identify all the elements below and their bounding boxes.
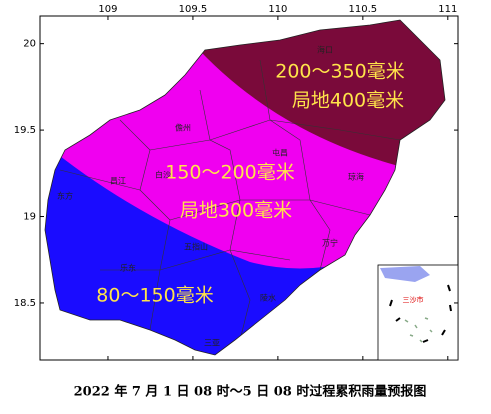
city-label: 昌江	[110, 177, 126, 186]
coastline	[44, 19, 446, 356]
city-label: 海口	[317, 45, 333, 55]
x-tick-label: 111	[438, 4, 457, 15]
x-tick-label: 109.5	[179, 4, 208, 15]
zone-local: 局地400毫米	[292, 90, 404, 112]
inset-frame	[377, 264, 459, 361]
y-tick-label: 20	[23, 39, 36, 50]
y-tick-label: 19.5	[14, 125, 36, 136]
city-label: 儋州	[175, 123, 191, 133]
city-label: 万宁	[322, 238, 338, 248]
zone-dark	[190, 20, 445, 165]
city-label: 屯昌	[272, 148, 288, 158]
inset: 三沙市	[377, 264, 459, 361]
city-label: 五指山	[184, 242, 208, 252]
zone-range: 150～200毫米	[165, 162, 295, 184]
x-tick-label: 110	[268, 4, 287, 15]
city-label: 东方	[57, 191, 73, 201]
county-borders	[59, 59, 401, 341]
city-label: 乐东	[120, 263, 136, 273]
zone-range: 200～350毫米	[275, 61, 405, 83]
zone-range: 80～150毫米	[96, 285, 213, 307]
city-label: 琼海	[348, 172, 364, 182]
x-tick-label: 109	[98, 4, 117, 15]
city-label: 白沙	[155, 170, 171, 180]
zone-local: 局地300毫米	[180, 200, 292, 222]
city-label: 三亚	[204, 339, 220, 348]
inset-islands	[404, 317, 433, 343]
inset-land	[380, 266, 430, 282]
city-label: 陵水	[260, 293, 276, 303]
inset-label: 三沙市	[403, 295, 424, 304]
x-tick-label: 110.5	[349, 4, 378, 15]
inset-dashes	[389, 284, 452, 343]
caption: 2022 年 7 月 1 日 08 时～5 日 08 时过程累积雨量预报图	[74, 384, 427, 400]
y-tick-label: 19	[23, 212, 36, 223]
y-tick-label: 18.5	[14, 298, 36, 309]
